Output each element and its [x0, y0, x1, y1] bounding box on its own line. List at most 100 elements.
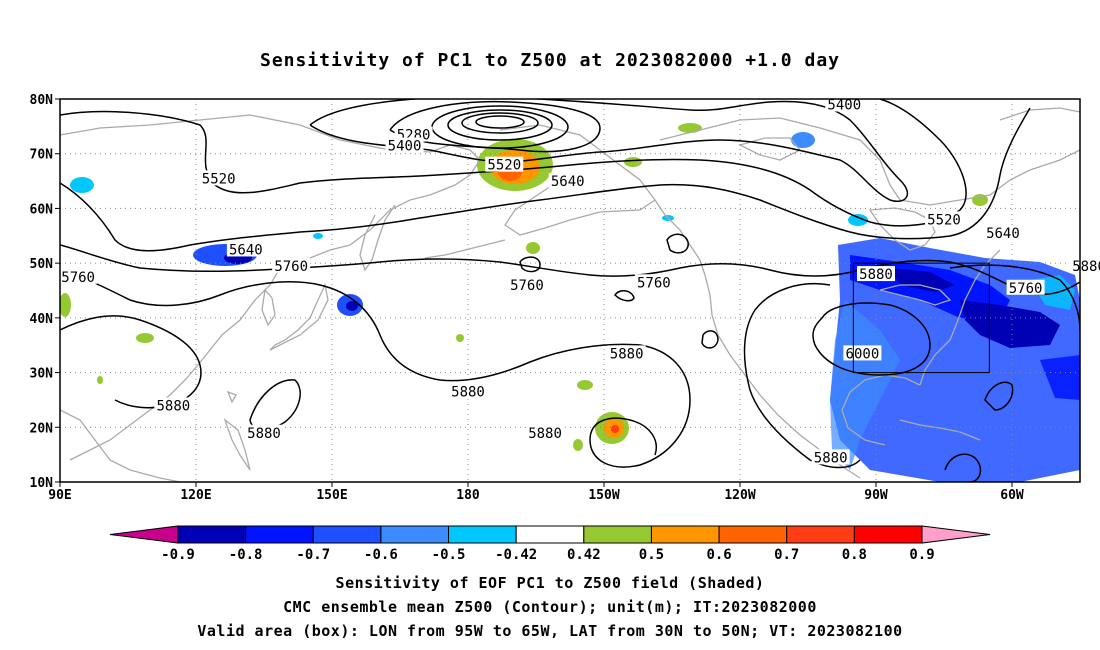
contour-label: 5880	[156, 398, 190, 414]
contour-label-bg	[507, 277, 546, 293]
contour-label-bg	[634, 274, 673, 290]
coastline-kamchatka	[359, 204, 396, 272]
colorbar-swatch	[380, 525, 450, 544]
lat-tick-label: 80N	[30, 93, 54, 108]
shading-pacific-blue-1-core	[346, 301, 358, 311]
contour-label: 5880	[247, 426, 281, 442]
contour-label: 5640	[551, 174, 585, 190]
contour-5880-south	[944, 453, 982, 482]
contour-label-bg	[245, 424, 283, 440]
contour-label-bg	[1070, 257, 1100, 273]
contour-label-bg	[925, 211, 963, 227]
coastline-philippines	[223, 418, 251, 471]
colorbar-swatch	[312, 525, 382, 544]
contour-5880-small-loop	[614, 290, 635, 302]
contour-label: 5760	[637, 275, 671, 291]
contour-label-bg	[272, 257, 311, 273]
colorbar-high-triangle	[921, 525, 991, 544]
contour-label-bg	[385, 137, 424, 153]
colorbar-label: -0.9	[161, 547, 195, 563]
colorbar-swatch	[448, 525, 517, 544]
coastline-gulf	[841, 374, 921, 446]
colorbar-label: 0.6	[706, 547, 731, 563]
lon-tick-label: 90W	[864, 488, 888, 503]
contour-6000	[812, 302, 931, 376]
shading-cyan-spot	[313, 233, 323, 239]
colorbar-label: 0.7	[774, 547, 799, 563]
contour-label: 5760	[1009, 281, 1043, 297]
footer-line-3: Valid area (box): LON from 95W to 65W, L…	[197, 622, 903, 640]
shading-green-spot	[526, 242, 540, 254]
contour-5760	[60, 244, 1080, 296]
coastline-great-lakes	[879, 284, 952, 306]
contour-label-bg	[548, 173, 587, 189]
shading-siberia-cyan	[70, 177, 94, 193]
shading-green-spot	[624, 157, 642, 167]
shading-deep-core-2	[890, 268, 955, 292]
contour-label: 5760	[274, 259, 308, 275]
contour-label: 5880	[451, 385, 485, 401]
contour-label: 5880	[1072, 259, 1100, 275]
contour-5640-loop	[666, 233, 689, 254]
contour-5880-sw	[249, 379, 301, 430]
contour-label-bg	[1006, 279, 1045, 295]
lat-tick-label: 10N	[30, 476, 54, 491]
contour-5880-west	[60, 315, 202, 409]
lon-tick-label: 120W	[724, 488, 755, 503]
coastline-taiwan	[226, 390, 237, 404]
contour-label: 5400	[388, 139, 422, 155]
shading-green-spot	[678, 123, 702, 133]
coastline-aleutians	[424, 239, 506, 259]
coastline-alaska	[499, 124, 656, 236]
contour-label: 5640	[986, 226, 1020, 242]
colorbar-label: -0.7	[296, 547, 330, 563]
shading-green-spot	[60, 293, 71, 317]
contour-5880-se	[984, 381, 1014, 411]
contour-label-bg	[825, 96, 864, 112]
colorbar-label: 0.42	[567, 547, 601, 563]
coastline-siberia-east	[329, 144, 481, 251]
contour-label-bg	[226, 241, 265, 257]
page-title: Sensitivity of PC1 to Z500 at 2023082000…	[259, 50, 840, 71]
contour-label: 6000	[846, 346, 880, 362]
lon-tick-label: 180	[456, 488, 480, 503]
coastline-canada-arctic	[659, 117, 1080, 206]
coastline-north-america-west	[654, 199, 861, 479]
colorbar-label: -0.8	[229, 547, 263, 563]
colorbar-swatch	[177, 525, 247, 544]
contour-label: 5880	[859, 267, 893, 283]
coastline-korea	[261, 288, 276, 327]
contour-label: 5520	[927, 212, 961, 228]
lon-tick-label: 120E	[180, 488, 211, 503]
valid-area-box	[852, 262, 990, 374]
colorbar: -0.9 -0.8 -0.7 -0.6 -0.5 -0.42 0.42 0.5 0.6 0.7 0.…	[109, 525, 991, 563]
lat-tick-label: 20N	[30, 421, 54, 436]
shading-green-spot	[136, 333, 154, 343]
contour-label: 5520	[202, 171, 236, 187]
footer-line-1: Sensitivity of EOF PC1 to Z500 field (Sh…	[335, 574, 765, 592]
lat-tick-label: 70N	[30, 148, 54, 163]
contour-label-bg	[983, 225, 1022, 241]
coastline-japan	[269, 282, 329, 351]
shading-green-spot	[456, 334, 464, 342]
contour-5280	[389, 100, 601, 153]
contour-5880-main	[60, 269, 691, 468]
colorbar-swatch	[718, 525, 788, 544]
contour-label-bg	[607, 345, 646, 361]
contour-5880-small-loop-2	[701, 330, 719, 349]
contour-label-bg	[59, 268, 98, 284]
lat-tick-label: 50N	[30, 257, 54, 272]
lon-tick-label: 90E	[48, 488, 71, 503]
colorbar-label: 0.9	[909, 547, 934, 563]
contour-label-bg	[449, 383, 487, 399]
lat-tick-label: 30N	[30, 367, 54, 382]
contour-label-bg	[857, 266, 895, 282]
colorbar-label: -0.5	[432, 547, 466, 563]
colorbar-swatch	[650, 525, 720, 544]
colorbar-swatch	[853, 525, 923, 544]
colorbar-low-triangle	[109, 525, 179, 544]
contour-5640	[60, 107, 1031, 252]
lon-tick-label: 60W	[1000, 488, 1024, 503]
coastline-us-east	[919, 249, 1001, 386]
